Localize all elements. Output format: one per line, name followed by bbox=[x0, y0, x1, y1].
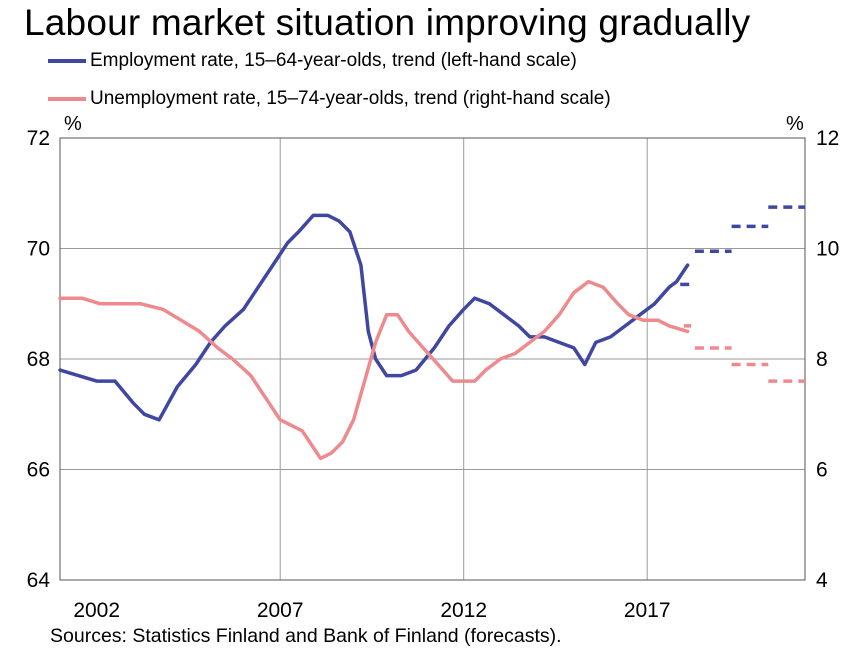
legend-swatch-employment bbox=[48, 59, 86, 63]
legend-employment: Employment rate, 15–64-year-olds, trend … bbox=[48, 49, 577, 73]
y-left-tick-label: 66 bbox=[27, 459, 50, 482]
source-note: Sources: Statistics Finland and Bank of … bbox=[50, 625, 562, 647]
y-right-tick-label: 8 bbox=[816, 348, 828, 371]
legend-label-employment: Employment rate, 15–64-year-olds, trend … bbox=[90, 50, 577, 71]
left-axis-unit: % bbox=[64, 113, 82, 135]
y-right-tick-label: 4 bbox=[816, 569, 828, 592]
y-left-tick-label: 64 bbox=[27, 569, 51, 592]
y-left-tick-label: 72 bbox=[27, 127, 50, 150]
unemployment-rate-line bbox=[58, 279, 690, 461]
employment-rate-line bbox=[58, 213, 690, 422]
plot-border bbox=[59, 137, 806, 581]
y-left-tick-label: 70 bbox=[27, 238, 50, 261]
y-right-tick-label: 6 bbox=[816, 459, 828, 482]
y-left-tick-label: 68 bbox=[27, 348, 50, 371]
x-tick-label: 2002 bbox=[73, 599, 120, 622]
x-tick-label: 2012 bbox=[440, 599, 487, 622]
x-tick-label: 2017 bbox=[624, 599, 671, 622]
legend-unemployment: Unemployment rate, 15–74-year-olds, tren… bbox=[48, 87, 611, 111]
chart-title: Labour market situation improving gradua… bbox=[24, 2, 751, 43]
legend-swatch-unemployment bbox=[48, 97, 86, 101]
legend-label-unemployment: Unemployment rate, 15–74-year-olds, tren… bbox=[90, 88, 611, 109]
x-tick-label: 2007 bbox=[257, 599, 304, 622]
y-right-tick-label: 12 bbox=[816, 127, 839, 150]
right-axis-unit: % bbox=[786, 113, 804, 135]
y-right-tick-label: 10 bbox=[816, 238, 839, 261]
